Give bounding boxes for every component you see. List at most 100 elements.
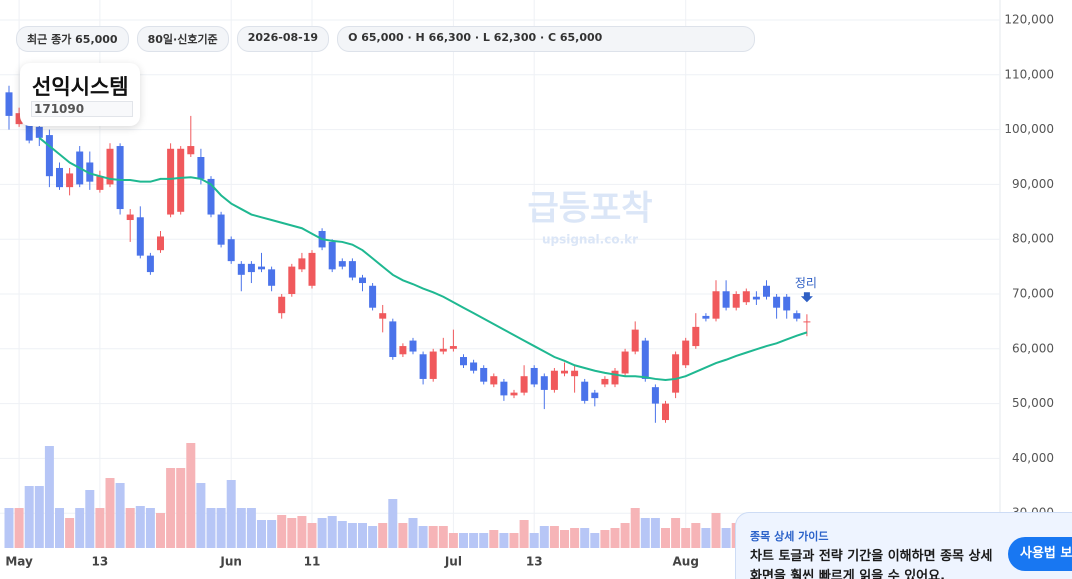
- x-tick-label: Jul: [444, 555, 462, 569]
- volume-bar: [156, 513, 165, 548]
- candle-body: [571, 370, 579, 377]
- candle-body: [530, 367, 538, 385]
- candle-body: [268, 269, 276, 286]
- candle-body: [500, 381, 508, 396]
- candle-body: [25, 124, 33, 141]
- volume-bar: [418, 526, 428, 548]
- candle-body: [288, 266, 296, 295]
- candle-body: [5, 92, 13, 116]
- x-tick-label: May: [5, 555, 33, 569]
- candle-body: [237, 263, 245, 275]
- candle-body: [409, 340, 417, 352]
- candle-body: [732, 294, 740, 308]
- guide-button[interactable]: 사용법 보기: [1008, 537, 1072, 571]
- candle-body: [651, 387, 659, 404]
- volume-bar: [499, 533, 509, 548]
- candle-body: [692, 326, 700, 347]
- volume-bar: [509, 533, 519, 548]
- pill[interactable]: 80일·신호기준: [136, 26, 229, 52]
- candle-body: [338, 261, 346, 267]
- volume-bar: [257, 520, 266, 548]
- volume-bar: [610, 528, 620, 548]
- volume-bar: [105, 478, 115, 548]
- volume-bar: [661, 528, 670, 548]
- candle-body: [247, 263, 255, 273]
- candle-body: [308, 252, 316, 286]
- candle-body: [217, 214, 225, 245]
- volume-bar: [388, 499, 398, 548]
- pill[interactable]: 2026-08-19: [236, 26, 330, 52]
- volume-bar: [560, 530, 569, 548]
- volume-bar: [671, 518, 681, 548]
- candle-body: [601, 378, 609, 385]
- candle-body: [490, 376, 498, 385]
- y-tick-label: 60,000: [1012, 341, 1054, 355]
- volume-bar: [14, 508, 24, 548]
- volume-bar: [489, 530, 499, 548]
- volume-bar: [398, 523, 408, 548]
- candle-body: [641, 340, 649, 379]
- candle-body: [136, 217, 144, 256]
- candle-body: [227, 239, 235, 262]
- candle-body: [419, 354, 427, 379]
- volume-bar: [95, 508, 105, 548]
- candle-body: [86, 162, 94, 182]
- guide-body: 차트 토글과 전략 기간을 이해하면 종목 상세: [750, 549, 993, 564]
- x-tick-label: Aug: [672, 555, 698, 569]
- volume-bar: [4, 508, 14, 548]
- candle-body: [702, 315, 710, 319]
- candle-body: [298, 258, 306, 270]
- y-tick-label: 80,000: [1012, 232, 1054, 246]
- candle-body: [480, 367, 488, 382]
- volume-bar: [347, 523, 357, 548]
- candle-body: [146, 255, 154, 273]
- volume-bar: [711, 513, 721, 548]
- candle-body: [278, 296, 286, 314]
- volume-bar: [166, 468, 176, 548]
- candle-body: [712, 291, 720, 319]
- candle-body: [116, 146, 124, 210]
- volume-bar: [44, 446, 54, 548]
- guide-card: 종목 상세 가이드 차트 토글과 전략 기간을 이해하면 종목 상세 화면을 훨…: [735, 512, 1072, 579]
- candle-body: [258, 266, 265, 270]
- volume-bar: [196, 483, 206, 548]
- header-pills: 최근 종가 65,000 80일·신호기준 2026-08-19 O 65,00…: [16, 26, 756, 52]
- volume-bar: [85, 490, 95, 548]
- candle-body: [348, 261, 356, 278]
- volume-bar: [570, 528, 580, 548]
- volume-bar: [287, 518, 297, 548]
- volume-bar: [721, 528, 731, 548]
- x-tick-label: Jun: [219, 555, 242, 569]
- watermark-url: upsignal.co.kr: [542, 233, 638, 247]
- candle-body: [369, 285, 377, 308]
- candle-body: [550, 370, 558, 390]
- candle-body: [763, 285, 770, 297]
- volume-bar: [701, 528, 711, 548]
- pill[interactable]: 최근 종가 65,000: [16, 26, 129, 52]
- volume-bar: [358, 523, 367, 548]
- candle-body: [631, 329, 639, 352]
- candle-body: [540, 376, 548, 390]
- x-tick-label: 13: [526, 555, 543, 569]
- candle-body: [35, 126, 43, 138]
- candle-body: [429, 351, 437, 379]
- candle-body: [682, 340, 690, 366]
- candle-body: [449, 346, 457, 349]
- volume-bar: [75, 508, 85, 548]
- candle-body: [722, 291, 730, 308]
- candle-body: [328, 241, 336, 270]
- stock-code: 171090: [31, 101, 133, 117]
- candle-body: [96, 176, 104, 190]
- volume-bar: [186, 443, 196, 548]
- volume-bar: [691, 523, 701, 548]
- volume-bar: [216, 508, 226, 548]
- y-tick-label: 120,000: [1004, 13, 1054, 27]
- candle-body: [187, 146, 195, 155]
- candle-body: [389, 321, 397, 358]
- volume-bar: [529, 533, 539, 548]
- candle-body: [581, 381, 589, 401]
- candle-body: [66, 173, 74, 188]
- candle-body: [672, 354, 680, 393]
